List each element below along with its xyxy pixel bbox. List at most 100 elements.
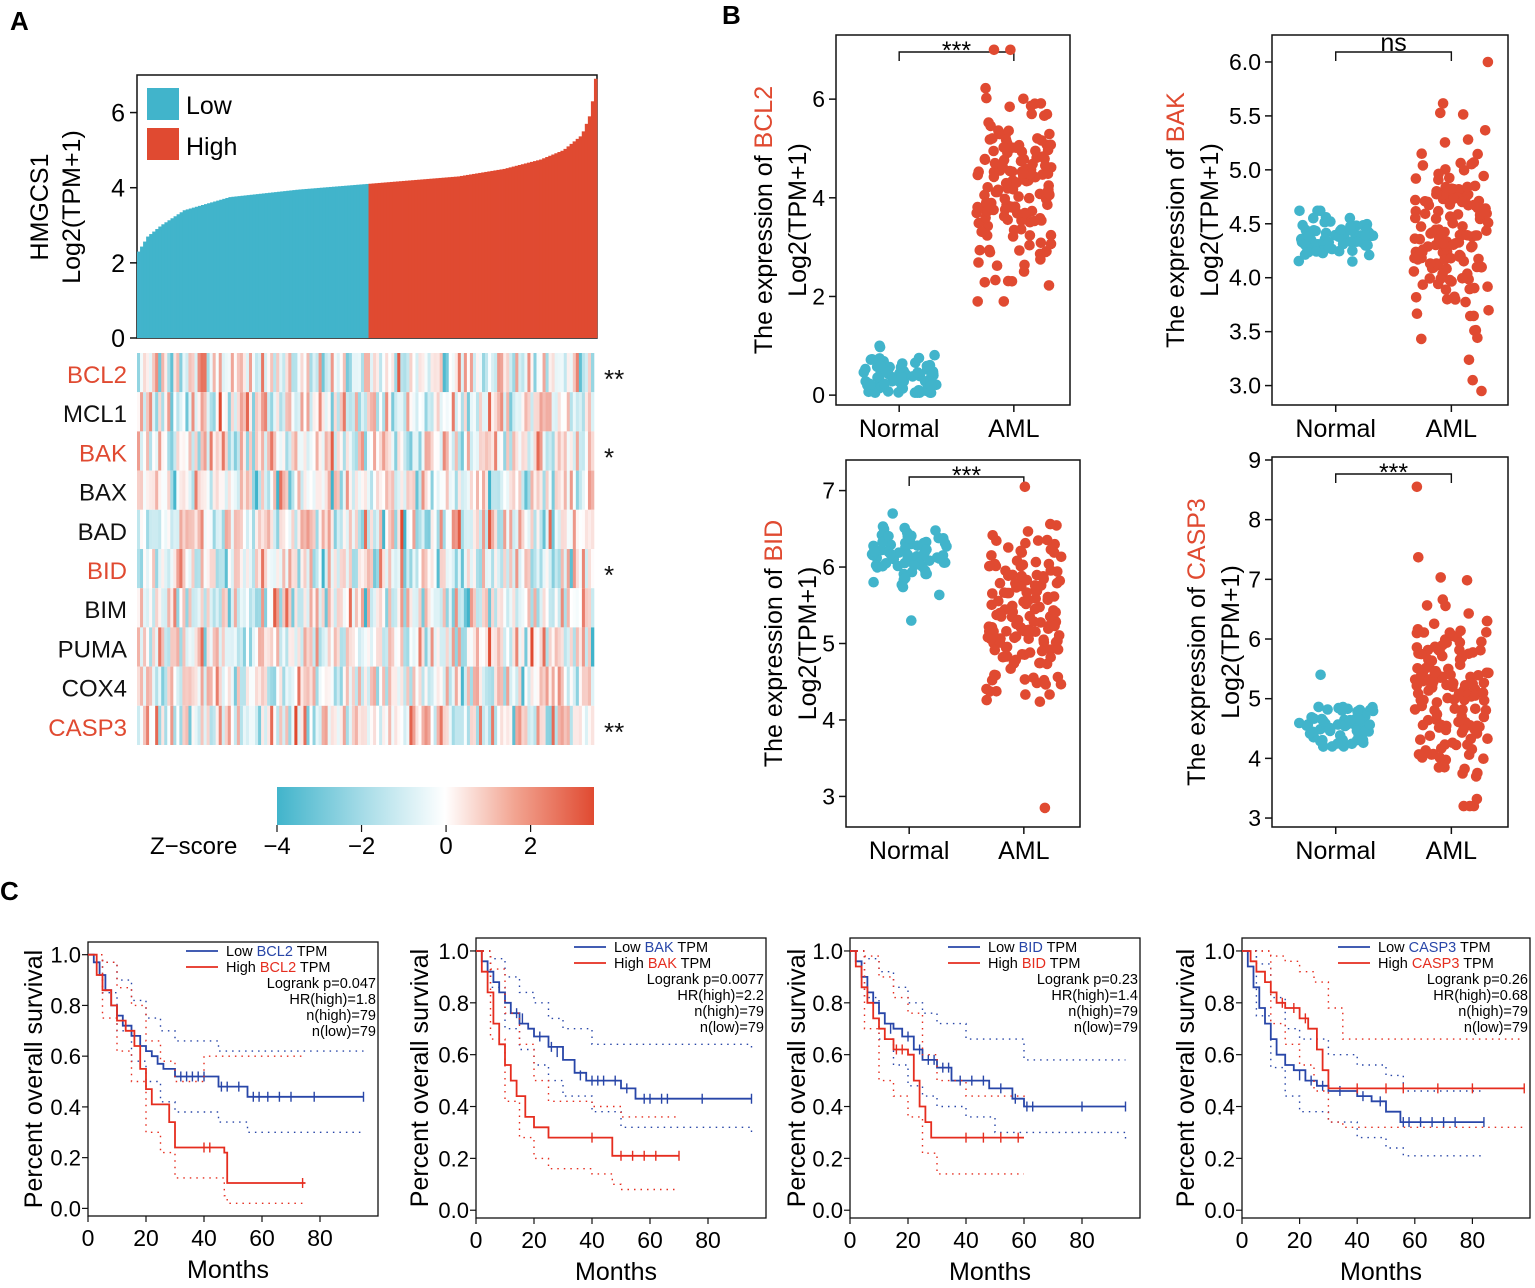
heatmap-cell [188,392,192,432]
heatmap-cell [215,588,220,628]
normal-point [877,521,889,532]
heatmap-cell [312,666,316,706]
heatmap-cell [155,470,159,510]
heatmap-cell [321,705,325,745]
legend-entry-high: High CASP3 TPM [1378,956,1494,972]
heatmap-cell [500,549,504,589]
heatmap-cell [388,705,392,745]
heatmap-cell [545,627,549,667]
heatmap-cell [539,509,543,549]
heatmap-cell [363,353,368,393]
heatmap-cell [218,588,223,628]
heatmap-cell [146,431,150,471]
heatmap-cell [500,470,504,510]
heatmap-row-label: MCL1 [63,401,127,428]
heatmap-cell [309,588,313,628]
heatmap-cell [288,470,292,510]
normal-point [897,358,908,369]
heatmap-cell [503,431,507,471]
aml-point [973,166,984,177]
heatmap-cell [569,705,574,745]
heatmap-cell [436,509,440,549]
heatmap-cell [188,549,192,589]
heatmap-cell [170,627,174,667]
heatmap-cell [291,509,295,549]
heatmap-cell [264,431,268,471]
heatmap-cell [327,470,331,510]
heatmap-cell [294,509,298,549]
heatmap-cell [179,431,183,471]
normal-point [1362,239,1373,251]
y-tick-label: 6 [111,100,125,128]
heatmap-cell [494,392,498,432]
aml-point [1433,168,1444,180]
bar [529,161,534,338]
aml-point [1411,308,1423,320]
heatmap-cell [176,549,180,589]
aml-point [1426,227,1438,238]
heatmap-cell [164,509,168,549]
heatmap-cell [221,588,226,628]
heatmap-cell [206,392,210,432]
heatmap-cell [242,392,247,432]
heatmap-cell [427,627,431,667]
heatmap-cell [291,549,295,589]
heatmap-cell [152,627,156,667]
bar [417,179,421,338]
heatmap-cell [321,431,325,471]
aml-point [988,145,999,157]
heatmap-cell [454,431,459,471]
heatmap-cell [339,549,344,589]
y-tick-label: 7 [822,478,835,504]
heatmap-cell [176,627,180,667]
heatmap-cell [239,470,244,510]
heatmap-cell [397,392,401,432]
heatmap-cell [291,705,295,745]
heatmap-cell [367,705,371,745]
heatmap-cell [494,705,498,745]
aml-point [1020,689,1031,700]
heatmap-cell [409,549,413,589]
heatmap-cell [188,470,192,510]
bar [490,170,494,338]
aml-point [1466,744,1478,755]
heatmap-cell [285,392,289,432]
heatmap-cell [261,549,265,589]
bar [146,236,150,338]
aml-point [1034,696,1046,707]
aml-point [990,670,1001,681]
heatmap-cell [209,666,213,706]
y-tick-label: 1.0 [1204,939,1235,964]
heatmap-cell [315,705,319,745]
heatmap-cell [554,549,558,589]
aml-point [1462,134,1474,145]
legend-stat: HR(high)=0.68 [1433,988,1528,1004]
heatmap-cell [418,470,422,510]
heatmap-cell [224,705,229,745]
heatmap-cell [497,549,501,589]
aml-point [1037,151,1049,162]
heatmap-cell [333,627,338,667]
heatmap-cell [445,705,450,745]
normal-point [879,378,890,390]
heatmap-cell [288,509,292,549]
bar [158,226,162,338]
y-label-gene: BID [760,520,788,562]
normal-point [897,581,909,593]
heatmap-cell [227,666,232,706]
high-ci-upper [1242,950,1525,1040]
heatmap-cell [430,470,434,510]
y-tick-label: 0.4 [812,1095,843,1120]
heatmap-cell [451,627,456,667]
heatmap-cell [488,666,492,706]
heatmap-cell [412,509,416,549]
aml-point [1445,252,1457,264]
x-tick-label: 60 [1402,1227,1428,1253]
heatmap-cell [306,470,310,510]
heatmap-cell [351,353,356,393]
heatmap-cell [258,353,262,393]
heatmap-cell [409,666,413,706]
bar [161,224,165,338]
heatmap-cell [497,509,501,549]
